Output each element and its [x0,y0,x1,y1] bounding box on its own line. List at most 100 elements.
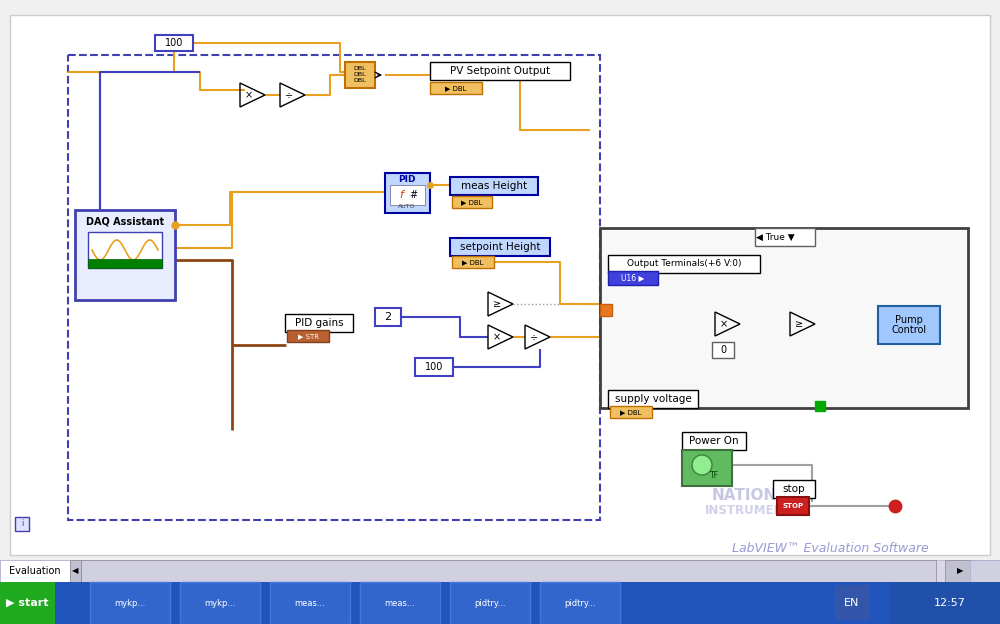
Text: Pump: Pump [895,315,923,325]
FancyBboxPatch shape [70,560,81,582]
Text: ◀ True ▼: ◀ True ▼ [756,233,794,241]
FancyBboxPatch shape [360,582,440,624]
FancyBboxPatch shape [682,450,732,486]
FancyBboxPatch shape [600,228,968,408]
FancyBboxPatch shape [450,177,538,195]
Text: STOP: STOP [782,503,804,509]
Text: ▶ DBL: ▶ DBL [445,85,467,91]
Text: DBL: DBL [354,72,366,77]
FancyBboxPatch shape [10,15,990,555]
Text: #: # [409,190,417,200]
Text: ×: × [493,332,501,342]
Text: mykp...: mykp... [204,598,236,608]
FancyBboxPatch shape [90,582,170,624]
FancyBboxPatch shape [88,259,162,268]
FancyBboxPatch shape [970,560,1000,582]
FancyBboxPatch shape [773,480,815,498]
Text: ≥: ≥ [493,299,501,309]
Text: Output Terminals(+6 V:0): Output Terminals(+6 V:0) [627,260,741,268]
FancyBboxPatch shape [600,304,612,316]
Text: ▶ DBL: ▶ DBL [462,259,484,265]
FancyBboxPatch shape [0,560,70,582]
FancyBboxPatch shape [390,185,425,205]
FancyBboxPatch shape [430,82,482,94]
FancyBboxPatch shape [0,582,1000,624]
Text: TF: TF [710,472,718,480]
Text: ▶ start: ▶ start [6,598,48,608]
FancyBboxPatch shape [285,314,353,332]
FancyBboxPatch shape [878,306,940,344]
FancyBboxPatch shape [0,582,55,624]
Text: DBL: DBL [354,66,366,71]
Text: U16 ▶: U16 ▶ [621,273,645,283]
Text: ▶ STR: ▶ STR [298,333,318,339]
FancyBboxPatch shape [712,342,734,358]
FancyBboxPatch shape [452,196,492,208]
FancyBboxPatch shape [345,62,375,88]
Text: ▶: ▶ [957,567,963,575]
FancyBboxPatch shape [835,585,870,620]
Text: 2: 2 [384,312,392,322]
FancyBboxPatch shape [430,62,570,80]
Text: PV Setpoint Output: PV Setpoint Output [450,66,550,76]
Text: PID gains: PID gains [295,318,343,328]
Text: ◀: ◀ [72,567,78,575]
Text: supply voltage: supply voltage [615,394,691,404]
FancyBboxPatch shape [777,497,809,515]
Text: Evaluation: Evaluation [9,566,61,576]
Text: i: i [21,520,23,529]
Text: DBL: DBL [354,77,366,82]
FancyBboxPatch shape [450,238,550,256]
FancyBboxPatch shape [945,560,975,582]
FancyBboxPatch shape [540,582,620,624]
Text: meas Height: meas Height [461,181,527,191]
Text: PID: PID [398,175,416,183]
FancyBboxPatch shape [452,256,494,268]
Text: NATIONAL: NATIONAL [712,489,798,504]
Text: INSTRUMENTS: INSTRUMENTS [705,504,801,517]
Text: Control: Control [891,325,927,335]
Circle shape [692,455,712,475]
Text: stop: stop [783,484,805,494]
FancyBboxPatch shape [755,228,815,246]
FancyBboxPatch shape [610,406,652,418]
Text: ≥: ≥ [795,319,803,329]
FancyBboxPatch shape [287,330,329,342]
FancyBboxPatch shape [180,582,260,624]
Text: 100: 100 [425,362,443,372]
FancyBboxPatch shape [155,35,193,51]
Text: f: f [399,190,403,200]
FancyBboxPatch shape [890,582,1000,624]
Text: ▶ DBL: ▶ DBL [620,409,642,415]
FancyBboxPatch shape [608,390,698,408]
FancyBboxPatch shape [450,582,530,624]
Text: 12:57: 12:57 [934,598,966,608]
Text: pidtry...: pidtry... [564,598,596,608]
Text: AUTO: AUTO [398,203,416,208]
Text: ▶ DBL: ▶ DBL [461,199,483,205]
Text: 100: 100 [165,38,183,48]
Text: setpoint Height: setpoint Height [460,242,540,252]
Text: pidtry...: pidtry... [474,598,506,608]
Text: EN: EN [844,598,860,608]
FancyBboxPatch shape [608,271,658,285]
FancyBboxPatch shape [385,173,430,213]
Text: 0: 0 [720,345,726,355]
FancyBboxPatch shape [415,358,453,376]
FancyBboxPatch shape [15,517,29,531]
FancyBboxPatch shape [81,560,936,582]
FancyBboxPatch shape [75,210,175,300]
Text: mykp...: mykp... [114,598,146,608]
Text: LabVIEW™ Evaluation Software: LabVIEW™ Evaluation Software [732,542,928,555]
Text: Power On: Power On [689,436,739,446]
Text: meas...: meas... [295,598,325,608]
FancyBboxPatch shape [375,308,401,326]
FancyBboxPatch shape [682,432,746,450]
Text: ×: × [245,90,253,100]
Text: meas...: meas... [385,598,415,608]
Text: ÷: ÷ [285,90,293,100]
FancyBboxPatch shape [0,560,1000,582]
FancyBboxPatch shape [608,255,760,273]
Text: ÷: ÷ [530,332,538,342]
Text: ×: × [720,319,728,329]
